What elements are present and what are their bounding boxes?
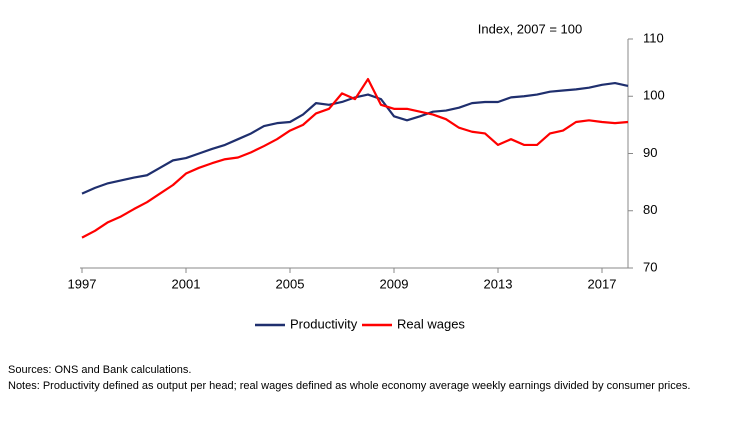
- x-tick-label: 2017: [588, 276, 617, 291]
- x-tick-label: 2009: [380, 276, 409, 291]
- x-tick-label: 2013: [484, 276, 513, 291]
- chart: Index, 2007 = 100 1997 2001 2005 2009 2013 20…: [68, 21, 665, 331]
- x-tick-label: 1997: [68, 276, 97, 291]
- legend-label: Real wages: [397, 316, 465, 331]
- legend-label: Productivity: [290, 316, 358, 331]
- x-tick-label: 2001: [172, 276, 201, 291]
- axis-label: Index, 2007 = 100: [478, 21, 582, 36]
- y-tick-label: 80: [643, 202, 657, 217]
- y-tick-label: 70: [643, 259, 657, 274]
- y-tick-label: 110: [643, 30, 664, 45]
- y-tick-label: 90: [643, 145, 657, 160]
- footnote: Sources: ONS and Bank calculations.: [8, 364, 192, 376]
- footnote: Notes: Productivity defined as output pe…: [8, 380, 691, 392]
- y-tick-label: 100: [643, 88, 665, 103]
- data-line: [81, 77, 629, 239]
- x-tick-label: 2005: [276, 276, 305, 291]
- footnotes: Sources: ONS and Bank calculations. Note…: [8, 362, 738, 394]
